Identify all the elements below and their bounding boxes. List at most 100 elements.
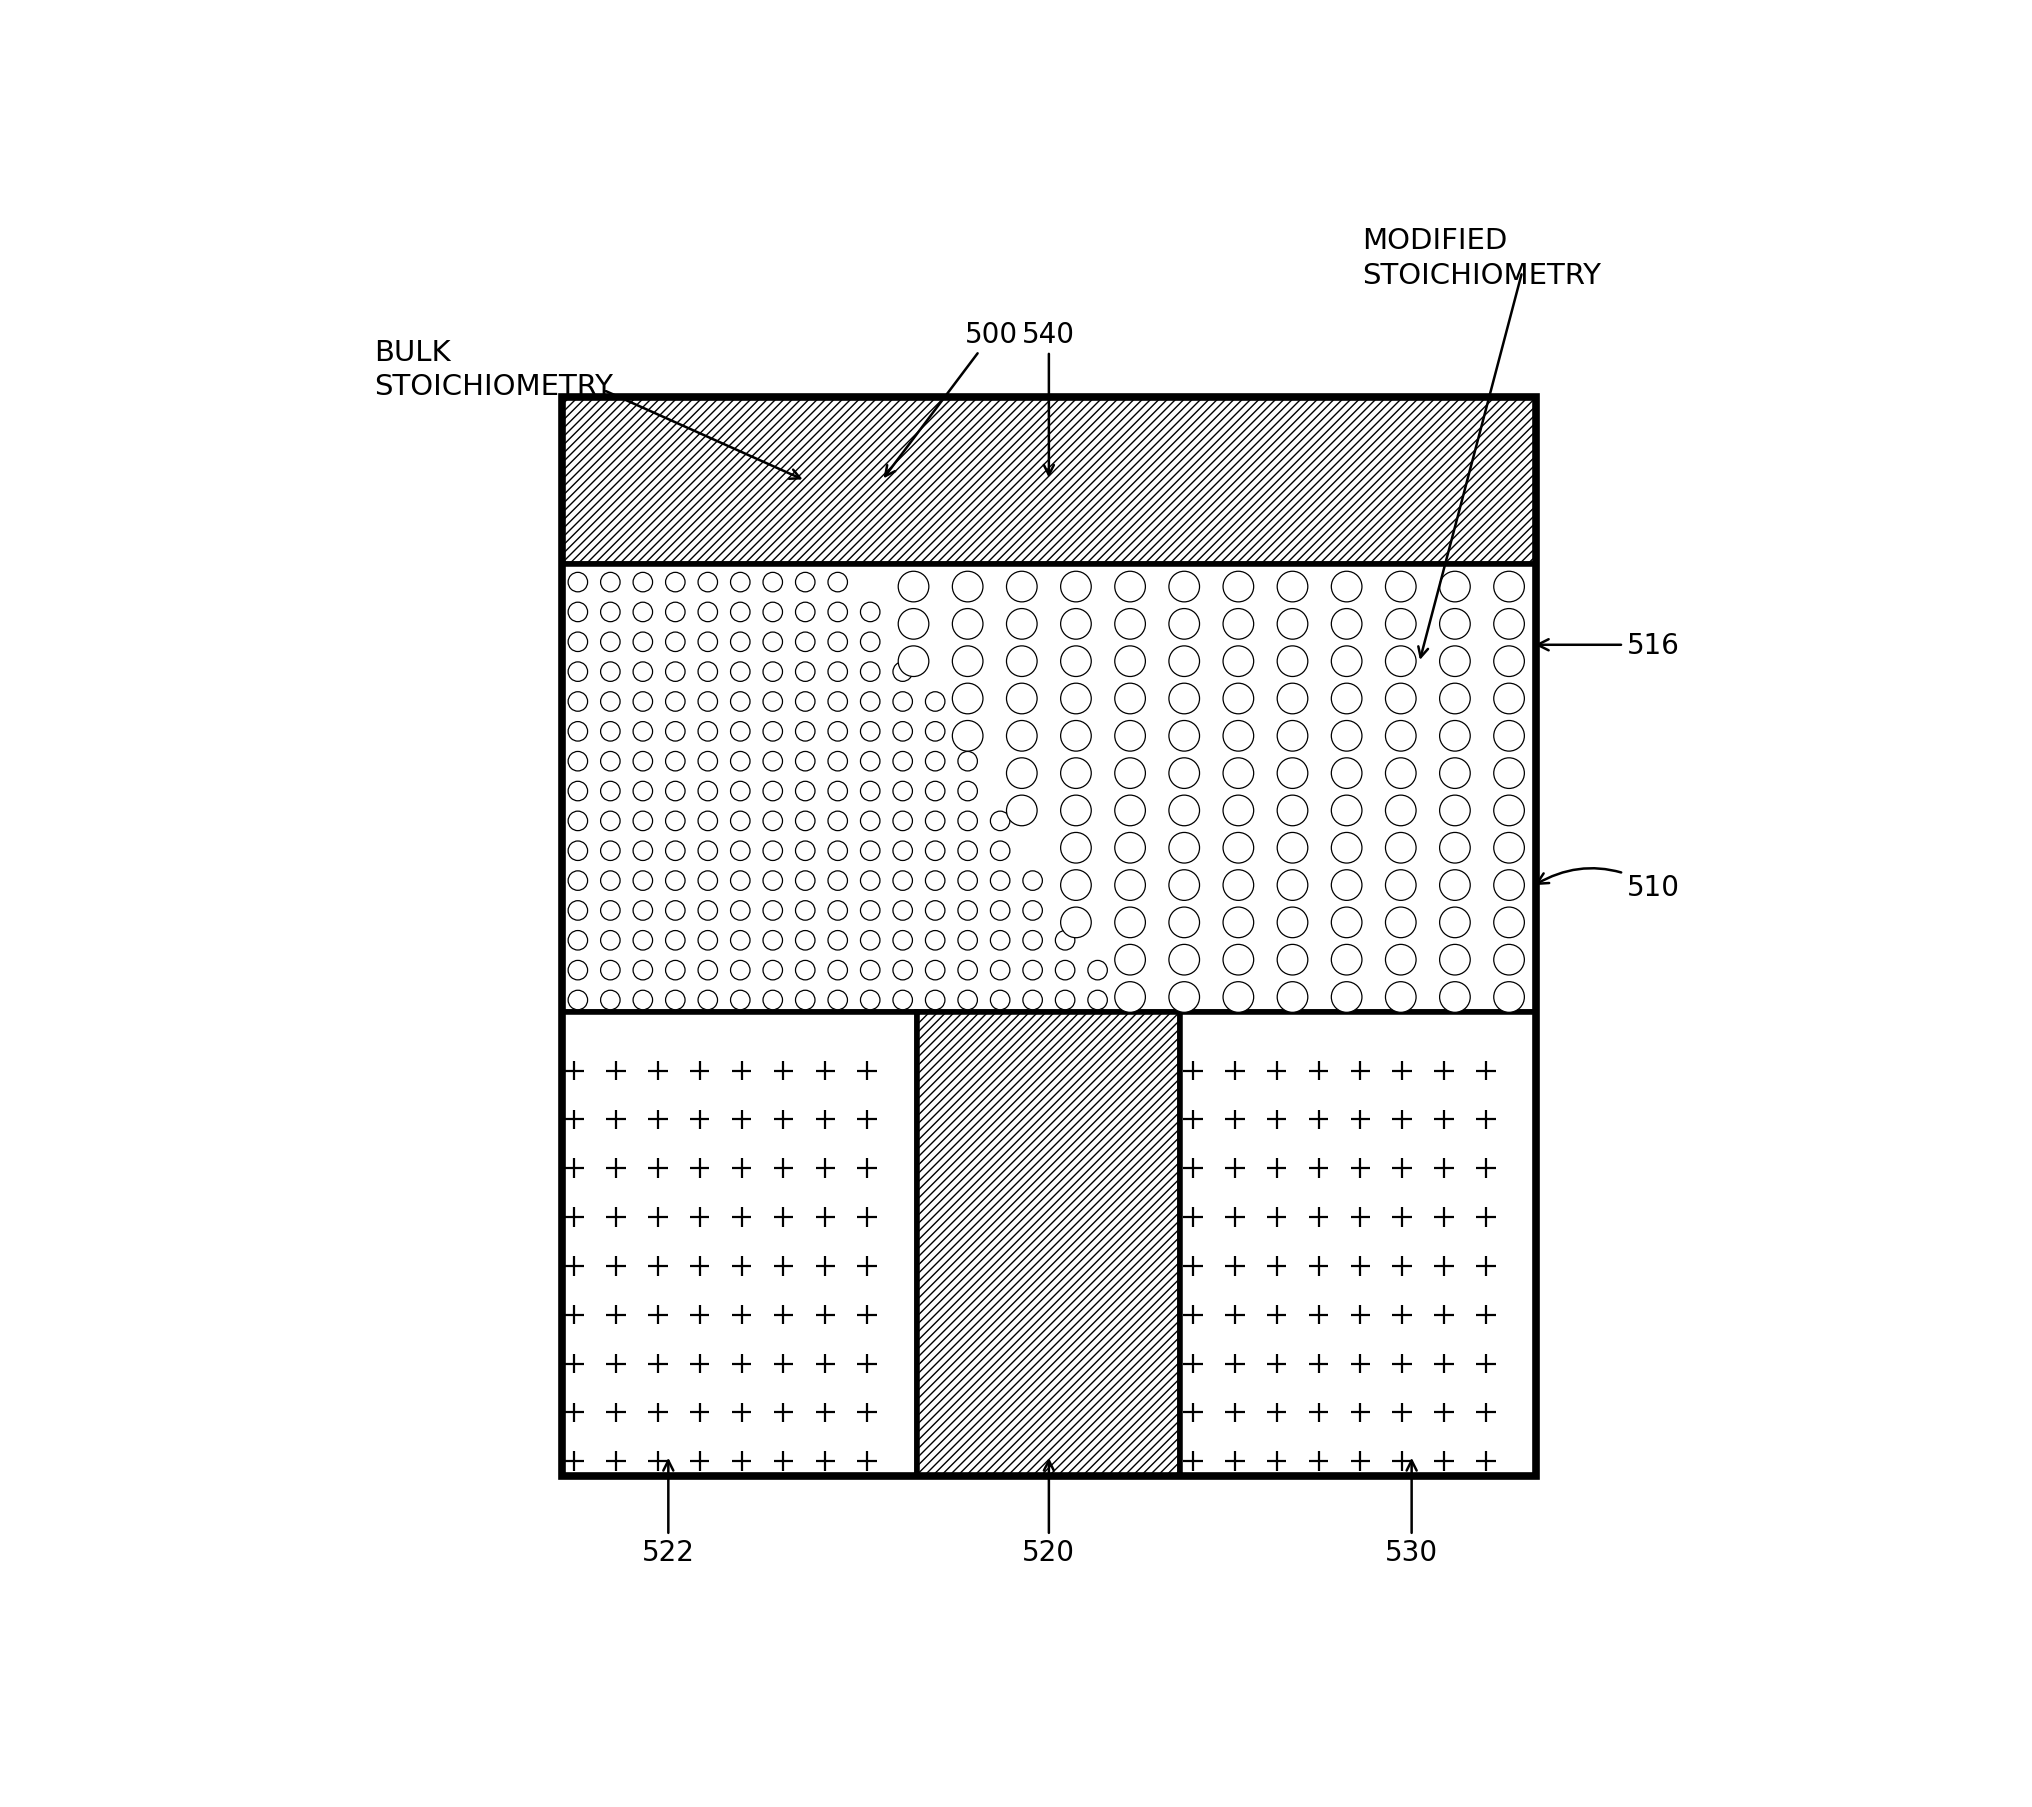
Circle shape [762, 811, 782, 831]
Circle shape [599, 723, 620, 741]
Circle shape [664, 663, 685, 681]
Circle shape [599, 842, 620, 860]
Circle shape [795, 871, 815, 891]
Circle shape [795, 752, 815, 772]
Circle shape [1276, 833, 1307, 864]
Circle shape [1276, 795, 1307, 826]
Text: MODIFIED
STOICHIOMETRY: MODIFIED STOICHIOMETRY [1361, 228, 1601, 289]
Circle shape [1331, 945, 1361, 976]
Circle shape [1168, 983, 1199, 1012]
Circle shape [1061, 683, 1091, 714]
Circle shape [1006, 683, 1036, 714]
Circle shape [1331, 833, 1361, 864]
Circle shape [860, 902, 880, 922]
Text: 500: 500 [884, 322, 1018, 477]
Circle shape [795, 782, 815, 801]
Circle shape [599, 961, 620, 981]
Circle shape [1276, 945, 1307, 976]
Circle shape [1494, 833, 1524, 864]
Circle shape [892, 871, 912, 891]
Circle shape [860, 961, 880, 981]
Circle shape [1114, 647, 1144, 678]
Circle shape [1331, 983, 1361, 1012]
Circle shape [990, 961, 1010, 981]
Circle shape [1114, 721, 1144, 752]
Circle shape [1006, 647, 1036, 678]
Circle shape [1114, 983, 1144, 1012]
Circle shape [762, 692, 782, 712]
Circle shape [729, 902, 750, 922]
Circle shape [860, 931, 880, 950]
Circle shape [1331, 871, 1361, 902]
Circle shape [957, 811, 977, 831]
Circle shape [1384, 907, 1416, 938]
Circle shape [697, 752, 717, 772]
Circle shape [1022, 902, 1042, 922]
Circle shape [827, 604, 847, 622]
Circle shape [729, 752, 750, 772]
Circle shape [1384, 573, 1416, 602]
Circle shape [1439, 721, 1469, 752]
Circle shape [697, 692, 717, 712]
Circle shape [1168, 721, 1199, 752]
Circle shape [795, 632, 815, 652]
Circle shape [925, 842, 945, 860]
Circle shape [1494, 983, 1524, 1012]
Circle shape [1114, 683, 1144, 714]
Circle shape [1439, 609, 1469, 640]
Circle shape [632, 871, 652, 891]
Circle shape [567, 692, 587, 712]
Circle shape [599, 604, 620, 622]
Bar [561, 398, 1536, 1476]
Circle shape [632, 663, 652, 681]
Circle shape [664, 902, 685, 922]
Circle shape [892, 663, 912, 681]
Circle shape [1223, 945, 1254, 976]
Circle shape [632, 902, 652, 922]
Circle shape [925, 723, 945, 741]
Circle shape [1384, 833, 1416, 864]
Circle shape [795, 931, 815, 950]
Circle shape [664, 632, 685, 652]
Circle shape [729, 782, 750, 801]
Circle shape [1276, 759, 1307, 790]
Circle shape [990, 842, 1010, 860]
Circle shape [697, 842, 717, 860]
Circle shape [1439, 907, 1469, 938]
Circle shape [729, 871, 750, 891]
Circle shape [567, 632, 587, 652]
Circle shape [567, 961, 587, 981]
Circle shape [1384, 647, 1416, 678]
Circle shape [1006, 759, 1036, 790]
Circle shape [567, 871, 587, 891]
Circle shape [795, 842, 815, 860]
Circle shape [599, 931, 620, 950]
Circle shape [1276, 609, 1307, 640]
Circle shape [1061, 647, 1091, 678]
Circle shape [1168, 759, 1199, 790]
Circle shape [1223, 609, 1254, 640]
Circle shape [892, 842, 912, 860]
Circle shape [1006, 721, 1036, 752]
Circle shape [697, 871, 717, 891]
Circle shape [860, 811, 880, 831]
Circle shape [1168, 647, 1199, 678]
Circle shape [925, 871, 945, 891]
Circle shape [1331, 573, 1361, 602]
Circle shape [697, 632, 717, 652]
Circle shape [898, 609, 929, 640]
Circle shape [1168, 871, 1199, 902]
Circle shape [762, 842, 782, 860]
Circle shape [1087, 990, 1107, 1010]
Circle shape [892, 782, 912, 801]
Circle shape [892, 990, 912, 1010]
Circle shape [1439, 795, 1469, 826]
Circle shape [599, 811, 620, 831]
Text: 520: 520 [1022, 1460, 1075, 1567]
Circle shape [795, 990, 815, 1010]
Circle shape [827, 871, 847, 891]
Circle shape [664, 604, 685, 622]
Circle shape [892, 692, 912, 712]
Circle shape [860, 871, 880, 891]
Circle shape [1114, 573, 1144, 602]
